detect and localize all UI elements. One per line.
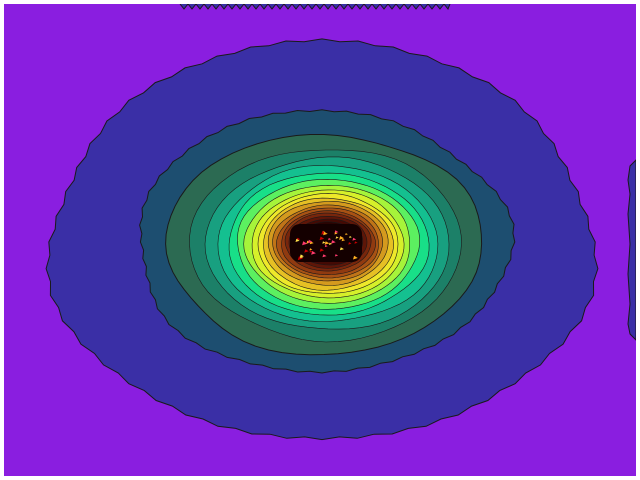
core-speckle — [331, 240, 336, 244]
right-edge-fragment — [627, 159, 636, 341]
core-speckle — [323, 231, 328, 236]
core-speckle — [311, 251, 316, 255]
core-speckles — [295, 230, 358, 261]
core-speckle — [352, 237, 357, 241]
core-speckle — [324, 241, 330, 245]
contour-svg — [45, 4, 636, 441]
core-speckle — [309, 250, 313, 253]
core-speckle — [345, 233, 348, 236]
core-speckle — [339, 247, 344, 251]
core-speckle — [334, 254, 339, 257]
core-speckle — [319, 236, 325, 241]
core-speckle — [302, 241, 308, 246]
core-speckle — [328, 237, 332, 241]
core-speckle — [322, 254, 327, 258]
core-speckle — [348, 242, 352, 245]
core-speckle — [335, 236, 339, 239]
core-speckle — [309, 248, 313, 251]
contour-plot — [4, 4, 636, 476]
core-speckle — [307, 239, 313, 244]
core-speckle — [304, 249, 309, 253]
core-speckle — [354, 241, 358, 244]
top-edge-fragment — [179, 4, 451, 10]
core-speckle — [324, 244, 328, 248]
core-speckle — [300, 255, 304, 259]
edge-fragments — [179, 4, 636, 341]
core-speckle — [322, 241, 326, 244]
core-speckle — [339, 236, 345, 240]
core-speckle — [319, 248, 324, 252]
core-speckle — [349, 235, 352, 238]
core-speckle — [328, 242, 332, 245]
core-speckle — [295, 238, 300, 242]
core-speckle — [341, 238, 346, 242]
core-speckle — [334, 232, 338, 235]
core-speckle — [353, 255, 358, 260]
